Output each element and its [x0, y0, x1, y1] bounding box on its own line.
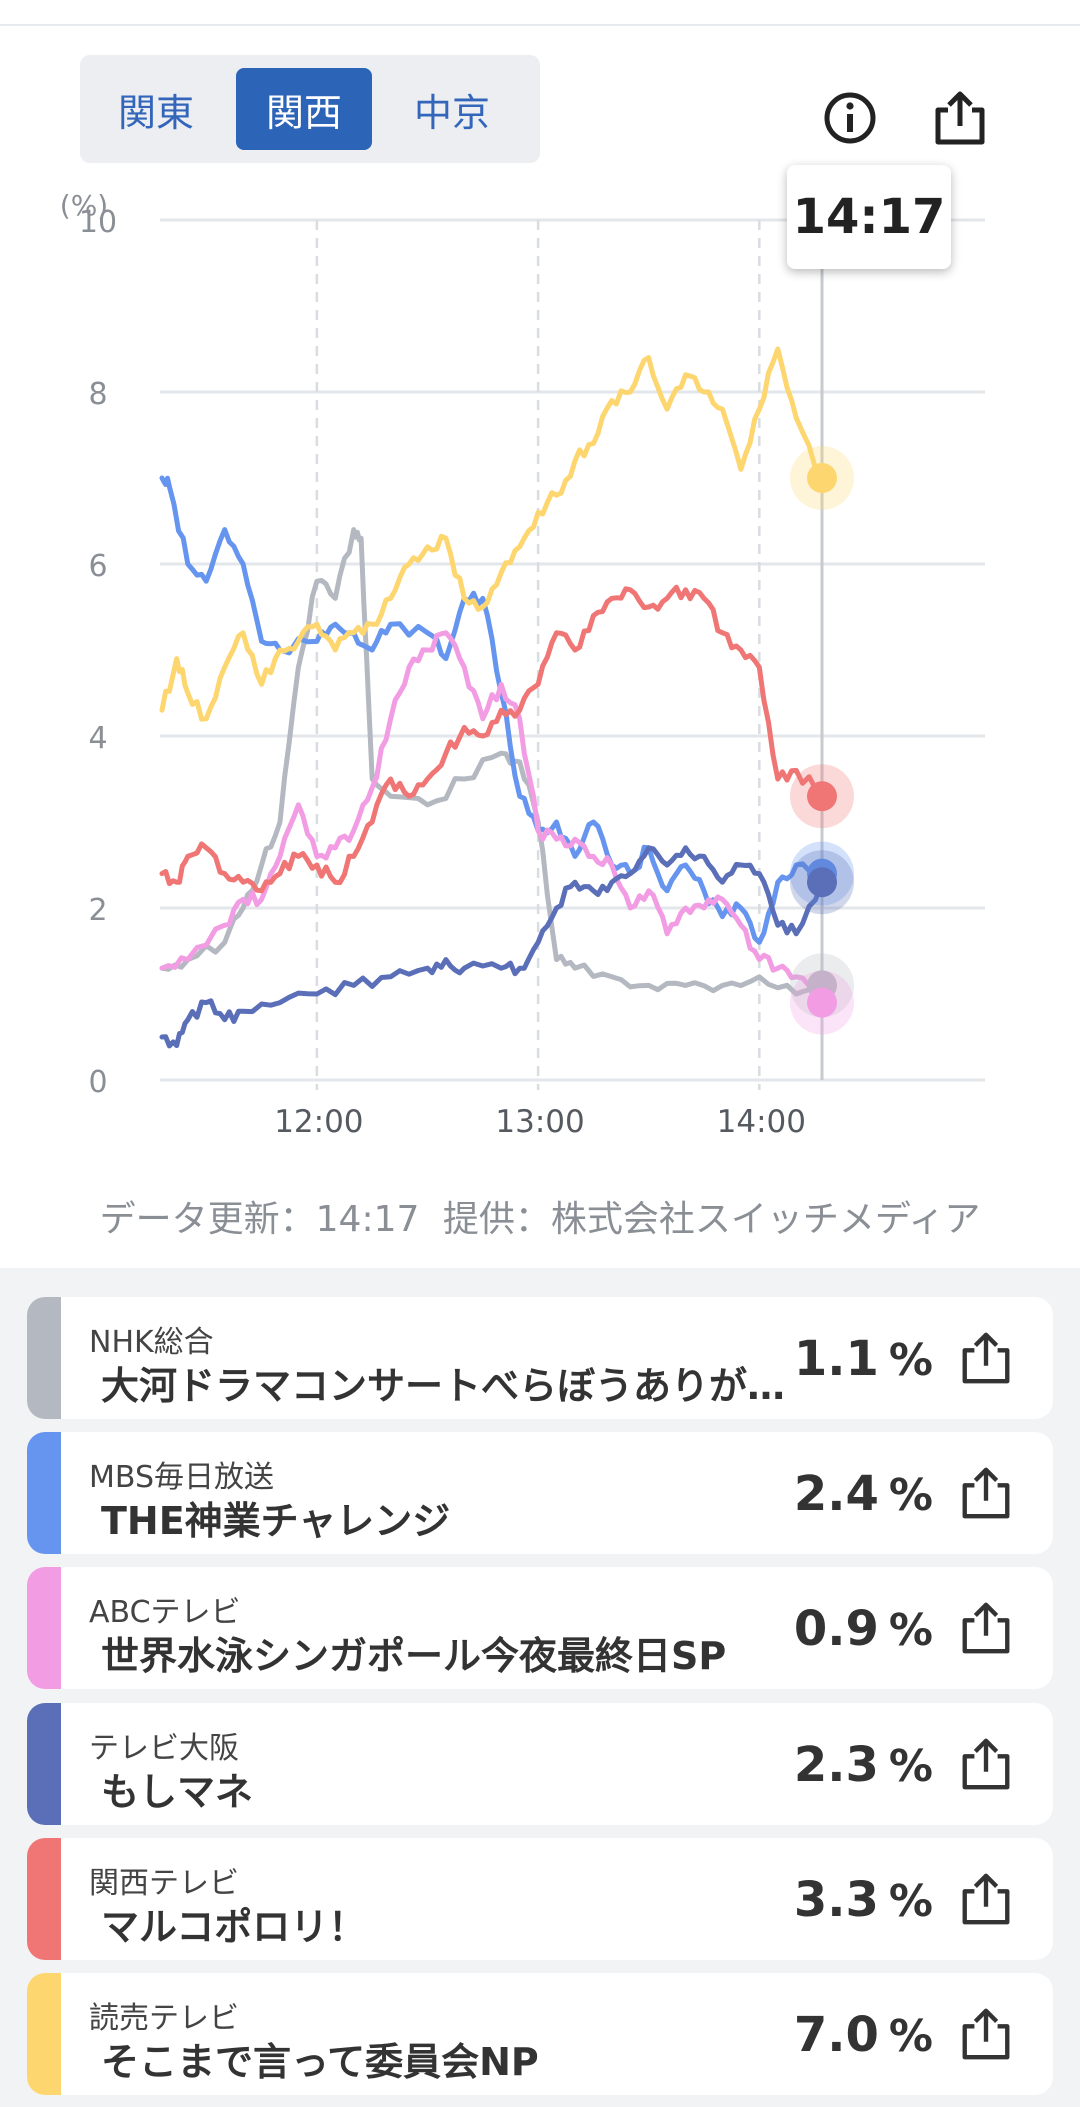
- rating-unit: %: [888, 1876, 933, 1927]
- rating-value: 7.0%: [794, 2007, 933, 2063]
- rating-unit: %: [888, 1470, 933, 1521]
- rating-unit: %: [888, 2011, 933, 2062]
- series-end-marker: [807, 987, 837, 1018]
- station-name: NHK総合: [89, 1325, 214, 1360]
- rating-value: 2.4%: [794, 1466, 933, 1522]
- source-line: データ更新：14:17 提供：株式会社スイッチメディア: [0, 1190, 1080, 1242]
- rating-unit: %: [888, 1335, 933, 1386]
- rating-unit: %: [888, 1741, 933, 1792]
- station-name: 関西テレビ: [89, 1866, 239, 1901]
- station-name: テレビ大阪: [89, 1731, 239, 1766]
- rating-number: 7.0: [793, 2007, 879, 2063]
- share-icon[interactable]: [957, 1599, 1015, 1657]
- share-icon[interactable]: [957, 1735, 1015, 1793]
- rating-value: 1.1%: [794, 1331, 933, 1387]
- x-tick-label: 13:00: [495, 1104, 584, 1140]
- y-tick-label: 10: [79, 205, 117, 240]
- channel-card[interactable]: 関西テレビマルコポロリ！ 3.3%: [27, 1838, 1053, 1960]
- channel-color-bar: [27, 1973, 61, 2095]
- channel-card[interactable]: 読売テレビそこまで言って委員会NP 7.0%: [27, 1973, 1053, 2095]
- chart-svg: 0 2 4 6 8 10(%) 12:00 13:00 14:00: [60, 189, 985, 1140]
- channel-color-bar: [27, 1703, 61, 1825]
- channel-card[interactable]: テレビ大阪もしマネ 2.3%: [27, 1703, 1053, 1825]
- share-icon[interactable]: [957, 1464, 1015, 1522]
- program-title: 大河ドラマコンサートべらぼうありがとう: [101, 1364, 817, 1408]
- series-line: [159, 584, 825, 894]
- share-icon[interactable]: [957, 1329, 1015, 1387]
- series-end-marker: [807, 463, 837, 493]
- series-line: [159, 346, 825, 722]
- y-tick-label: 2: [88, 893, 107, 928]
- y-tick-label: 0: [88, 1065, 107, 1100]
- y-tick-label: 6: [88, 549, 107, 584]
- rating-value: 0.9%: [794, 1601, 933, 1657]
- rating-number: 1.1: [793, 1331, 879, 1387]
- y-tick-label: 8: [88, 377, 107, 412]
- region-tabs: 関東 関西 中京: [80, 55, 540, 163]
- program-title: もしマネ: [101, 1770, 254, 1814]
- program-title: THE神業チャレンジ: [101, 1499, 451, 1543]
- series-end-marker: [807, 781, 837, 812]
- share-icon[interactable]: [957, 1870, 1015, 1928]
- channel-card[interactable]: NHK総合大河ドラマコンサートべらぼうありがとう 1.1%: [27, 1297, 1053, 1419]
- series-line: [159, 527, 825, 997]
- top-divider: [0, 24, 1080, 26]
- series-end-marker: [807, 867, 837, 898]
- channel-card[interactable]: ABCテレビ世界水泳シンガポール今夜最終日SP 0.9%: [27, 1567, 1053, 1689]
- data-provider: 提供：株式会社スイッチメディア: [442, 1199, 981, 1240]
- region-tab-chukyo[interactable]: 中京: [413, 90, 490, 135]
- rating-number: 2.4: [793, 1466, 879, 1522]
- share-icon[interactable]: [928, 86, 992, 150]
- share-icon[interactable]: [957, 2005, 1015, 2063]
- rating-number: 0.9: [793, 1601, 879, 1657]
- channel-color-bar: [27, 1567, 61, 1689]
- rating-number: 2.3: [793, 1737, 879, 1793]
- station-name: 読売テレビ: [89, 2001, 239, 2036]
- y-axis-unit: (%): [60, 189, 108, 222]
- region-tab-kansai[interactable]: 関西: [236, 68, 372, 150]
- series-line: [159, 630, 825, 1006]
- x-tick-label: 14:00: [717, 1104, 806, 1140]
- chart-area: 0 2 4 6 8 10 (%) 12:00 13:00 14:00: [0, 180, 1080, 1160]
- x-tick-label: 12:00: [274, 1104, 363, 1140]
- channel-color-bar: [27, 1432, 61, 1554]
- rating-value: 3.3%: [794, 1872, 933, 1928]
- rating-number: 3.3: [793, 1872, 879, 1928]
- channel-color-bar: [27, 1297, 61, 1419]
- rating-value: 2.3%: [794, 1737, 933, 1793]
- station-name: MBS毎日放送: [89, 1460, 274, 1495]
- station-name: ABCテレビ: [89, 1595, 241, 1630]
- program-title: マルコポロリ！: [101, 1905, 367, 1949]
- channel-color-bar: [27, 1838, 61, 1960]
- channel-card[interactable]: MBS毎日放送 THE神業チャレンジ 2.4%: [27, 1432, 1053, 1554]
- y-tick-label: 4: [88, 721, 107, 756]
- update-time: データ更新：14:17: [99, 1199, 420, 1240]
- region-tab-kanto[interactable]: 関東: [117, 90, 194, 135]
- series-line: [159, 845, 825, 1049]
- rating-unit: %: [888, 1605, 933, 1656]
- program-title: そこまで言って委員会NP: [101, 2040, 539, 2084]
- info-icon[interactable]: [818, 86, 882, 150]
- program-title: 世界水泳シンガポール今夜最終日SP: [101, 1634, 727, 1678]
- time-tooltip: 14:17: [787, 165, 951, 269]
